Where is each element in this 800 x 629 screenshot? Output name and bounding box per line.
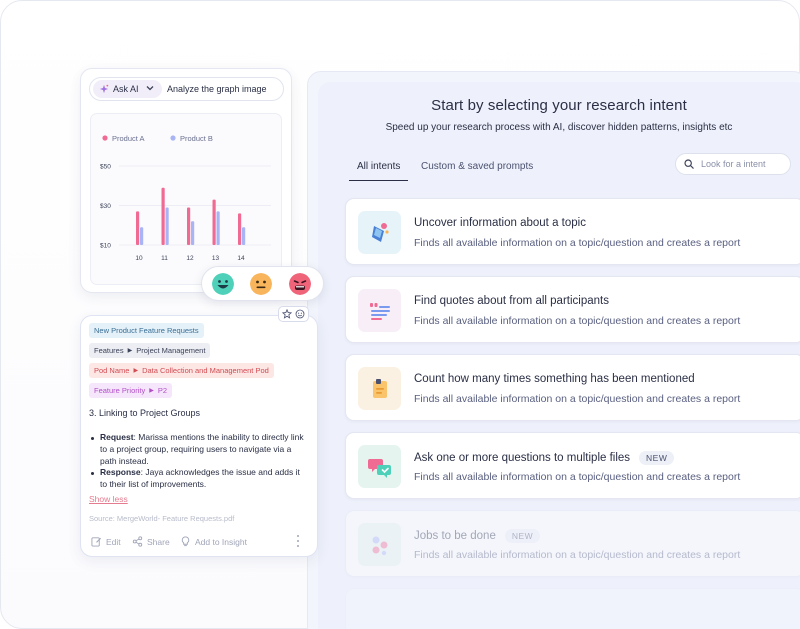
bar-product-a xyxy=(187,207,191,245)
intent-search-input[interactable]: Look for a intent xyxy=(675,153,791,175)
list-item: Response: Jaya acknowledges the issue an… xyxy=(89,467,307,491)
more-options-icon[interactable] xyxy=(296,535,300,547)
source-label: Source: MergeWorld- Feature Requests.pdf xyxy=(89,514,235,523)
tag-new-product-feature-requests[interactable]: New Product Feature Requests xyxy=(89,323,204,338)
ask-ai-prompt-text: Analyze the graph image xyxy=(167,84,267,94)
legend-swatch xyxy=(102,135,108,141)
search-icon xyxy=(684,159,694,169)
bulb-icon xyxy=(181,536,190,547)
chevron-down-icon xyxy=(146,85,154,93)
intent-card-placeholder xyxy=(345,588,800,629)
intent-card-description: Finds all available information on a top… xyxy=(414,549,741,561)
legend-swatch xyxy=(170,135,176,141)
y-tick-label: $10 xyxy=(100,243,111,250)
search-placeholder: Look for a intent xyxy=(701,159,766,169)
intent-card-title: Jobs to be done NEW xyxy=(414,529,541,543)
legend-label: Product A xyxy=(112,134,145,143)
research-subtitle: Speed up your research process with AI, … xyxy=(385,122,733,133)
intent-card-uncover-information[interactable]: Uncover information about a topic Finds … xyxy=(345,198,800,265)
bar-product-a xyxy=(161,187,165,245)
caret-right-icon: ▶ xyxy=(127,348,133,354)
smiley-icon[interactable] xyxy=(295,309,305,319)
caret-right-icon: ▶ xyxy=(149,388,154,394)
ask-ai-button[interactable]: Ask AI xyxy=(93,80,162,98)
quote-lines-icon xyxy=(358,289,401,332)
bar-product-b xyxy=(242,227,246,245)
bar-chart: Product A Product B $50 $30 $10 10 11 12 13 14 xyxy=(100,134,271,262)
dots-cluster-icon xyxy=(358,523,401,566)
new-badge: NEW xyxy=(504,529,541,543)
ask-ai-label: Ask AI xyxy=(113,84,139,94)
caret-right-icon: ▶ xyxy=(133,368,139,374)
intent-card-find-quotes[interactable]: Find quotes about from all participants … xyxy=(345,276,800,343)
intent-card-count-mentions[interactable]: Count how many times something has been … xyxy=(345,354,800,421)
bar-product-a xyxy=(212,199,216,245)
x-tick-label: 12 xyxy=(186,255,194,262)
bar-product-b xyxy=(216,211,220,245)
share-icon xyxy=(132,536,143,547)
bar-product-b xyxy=(165,207,169,245)
intent-card-title: Ask one or more questions to multiple fi… xyxy=(414,451,675,465)
y-tick-label: $30 xyxy=(100,203,111,210)
edit-button[interactable]: Edit xyxy=(91,536,121,547)
intent-card-title: Count how many times something has been … xyxy=(414,373,695,385)
intent-card-description: Finds all available information on a top… xyxy=(414,393,741,405)
y-tick-label: $50 xyxy=(100,164,111,171)
happy-face-icon[interactable] xyxy=(212,273,234,295)
share-button[interactable]: Share xyxy=(132,536,170,547)
x-tick-label: 13 xyxy=(212,255,220,262)
intent-card-jobs-to-be-done[interactable]: Jobs to be done NEW Finds all available … xyxy=(345,510,800,577)
chart-container: Product A Product B $50 $30 $10 10 11 12 13 14 xyxy=(90,113,282,285)
intent-card-description: Finds all available information on a top… xyxy=(414,471,741,483)
tab-custom-saved-prompts[interactable]: Custom & saved prompts xyxy=(421,161,534,172)
tag-feature-priority[interactable]: Feature Priority ▶ P2 xyxy=(89,383,173,398)
list-item: Request: Marissa mentions the inability … xyxy=(89,432,307,467)
neutral-face-icon[interactable] xyxy=(250,273,272,295)
intent-card-title: Find quotes about from all participants xyxy=(414,295,609,307)
insight-mini-actions xyxy=(278,306,309,322)
show-less-link[interactable]: Show less xyxy=(89,494,128,504)
bar-product-a xyxy=(136,211,140,245)
intent-card-title: Uncover information about a topic xyxy=(414,217,586,229)
chat-bubbles-icon xyxy=(358,445,401,488)
intent-card-description: Finds all available information on a top… xyxy=(414,237,741,249)
x-tick-label: 10 xyxy=(135,255,143,262)
intent-card-ask-multiple-files[interactable]: Ask one or more questions to multiple fi… xyxy=(345,432,800,499)
edit-icon xyxy=(91,537,102,547)
sad-face-icon[interactable] xyxy=(289,273,311,295)
tag-pod-name[interactable]: Pod Name ▶ Data Collection and Management … xyxy=(89,363,274,378)
research-title: Start by selecting your research intent xyxy=(431,97,687,114)
tag-features[interactable]: Features ▶ Project Management xyxy=(89,343,211,358)
sparkle-icon xyxy=(99,84,109,94)
x-tick-label: 14 xyxy=(237,255,245,262)
tab-all-intents[interactable]: All intents xyxy=(349,161,409,181)
sticky-note-icon xyxy=(358,367,401,410)
bar-product-a xyxy=(238,213,242,245)
bulb-tag-icon xyxy=(358,211,401,254)
legend-label: Product B xyxy=(180,134,213,143)
bar-product-b xyxy=(140,227,144,245)
bar-product-b xyxy=(191,221,195,245)
star-icon[interactable] xyxy=(282,309,293,319)
insight-heading: 3. Linking to Project Groups xyxy=(89,408,201,418)
add-to-insight-button[interactable]: Add to Insight xyxy=(180,536,247,547)
x-tick-label: 11 xyxy=(161,255,168,262)
new-badge: NEW xyxy=(639,451,675,465)
intent-card-description: Finds all available information on a top… xyxy=(414,315,741,327)
insight-bullets: Request: Marissa mentions the inability … xyxy=(89,432,307,491)
